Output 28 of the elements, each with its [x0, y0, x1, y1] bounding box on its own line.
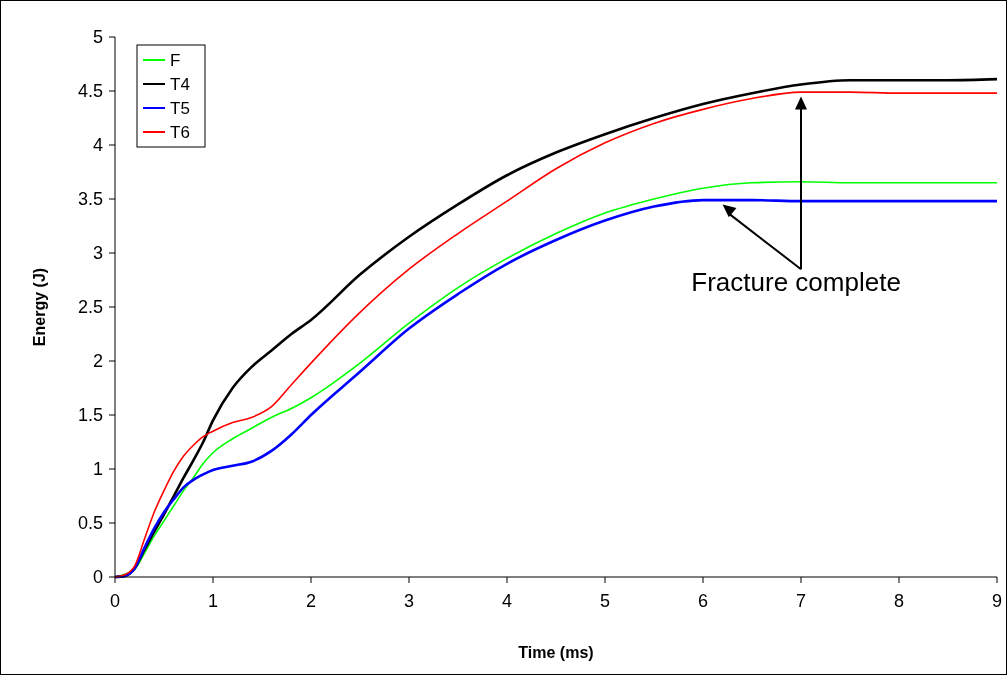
x-tick-label: 7 [795, 591, 807, 611]
y-axis-title: Energy (J) [31, 267, 48, 347]
y-tick-label: 2 [92, 351, 103, 372]
y-tick-label: 4.5 [77, 81, 103, 102]
y-tick-label: 1 [92, 459, 103, 480]
y-tick-label: 1.5 [77, 405, 103, 426]
y-tick-label: 2.5 [77, 297, 103, 318]
y-tick-label: 4 [92, 135, 103, 156]
legend-label: F [170, 50, 181, 70]
x-tick-label: 4 [501, 591, 513, 611]
y-tick-label: 0 [92, 567, 103, 588]
legend-label: T5 [170, 98, 190, 118]
y-tick-label: 3.5 [77, 189, 103, 210]
legend-label: T6 [170, 122, 190, 142]
x-tick-label: 0 [109, 591, 121, 611]
x-tick-label: 2 [305, 591, 317, 611]
x-tick-label: 6 [697, 591, 709, 611]
x-tick-label: 9 [991, 591, 1003, 611]
legend-label: T4 [170, 74, 190, 94]
y-tick-label: 3 [92, 243, 103, 264]
x-tick-label: 8 [893, 591, 905, 611]
x-axis-title: Time (ms) [518, 644, 594, 661]
x-tick-label: 5 [599, 591, 611, 611]
y-tick-label: 0.5 [77, 513, 103, 534]
x-tick-label: 1 [207, 591, 219, 611]
y-tick-label: 5 [92, 27, 103, 48]
x-tick-label: 3 [403, 591, 415, 611]
annotation: Fracture complete [691, 266, 901, 297]
